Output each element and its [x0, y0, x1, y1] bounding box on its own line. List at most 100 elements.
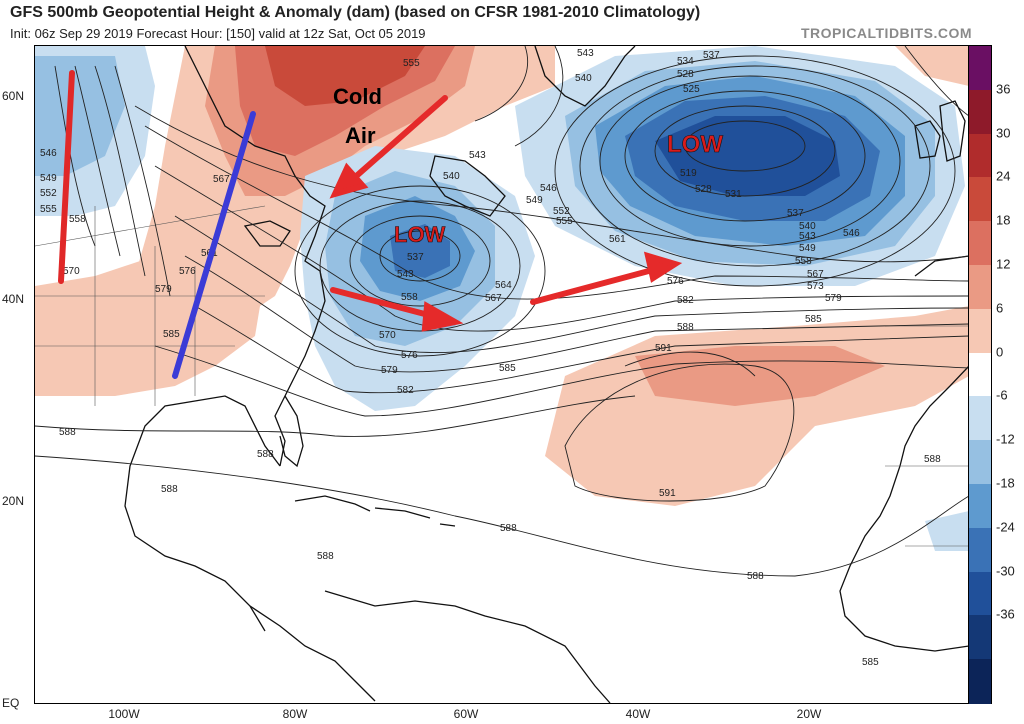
colorbar-tick-label: 12: [996, 256, 1011, 272]
colorbar-tick-label: 18: [996, 212, 1011, 228]
lon-label: 80W: [282, 707, 308, 721]
colorbar-tick-label: 0: [996, 344, 1004, 360]
contour-label: 582: [677, 295, 694, 306]
contour-labels: 543 555 540 537 534 528 525 546 549 552 …: [40, 48, 941, 668]
anomaly-shading: [35, 46, 969, 551]
colorbar-tick-label: -24: [996, 519, 1015, 535]
colorbar-tick-label: -30: [996, 563, 1015, 579]
contour-label: 588: [677, 322, 694, 333]
contour-label: 588: [161, 484, 178, 495]
colorbar-tick-label: -12: [996, 431, 1015, 447]
colorbar-segment: [969, 308, 991, 354]
contour-label: 567: [485, 293, 502, 304]
arrow-east-1: [330, 287, 464, 332]
contour-label: 588: [924, 454, 941, 465]
lon-label: 100W: [108, 707, 140, 721]
contour-label: 573: [807, 281, 824, 292]
cold-air-label: Air: [345, 123, 376, 148]
colorbar-segment: [969, 352, 991, 398]
lat-label: EQ: [2, 696, 20, 710]
contour-label: 588: [500, 523, 517, 534]
colorbar-tick-label: -6: [996, 387, 1008, 403]
anomaly-colorbar: [968, 45, 992, 704]
low-pressure-label: LOW: [667, 131, 723, 158]
colorbar-tick-label: 6: [996, 300, 1004, 316]
low-pressure-label: LOW: [394, 222, 446, 247]
contour-label: 537: [787, 208, 804, 219]
contour-label: 537: [407, 252, 424, 263]
height-contours: [35, 46, 969, 577]
arrow-east-2: [530, 251, 683, 305]
lon-label: 40W: [625, 707, 651, 721]
contour-label: 588: [747, 571, 764, 582]
contour-label: 555: [403, 58, 420, 69]
map-panel: 543 555 540 537 534 528 525 546 549 552 …: [34, 45, 970, 704]
colorbar-tick-label: -18: [996, 475, 1015, 491]
contour-label: 540: [575, 73, 592, 84]
contour-label: 549: [799, 243, 816, 254]
contour-label: 519: [680, 168, 697, 179]
brand-watermark: TROPICALTIDBITS.COM: [800, 25, 972, 41]
contour-label: 579: [155, 284, 172, 295]
contour-label: 534: [677, 56, 694, 67]
colorbar-segment: [969, 133, 991, 179]
contour-label: 543: [799, 231, 816, 242]
cool-anomaly-atlantic-core: [655, 116, 840, 196]
colorbar-segment: [969, 571, 991, 617]
lon-label: 20W: [796, 707, 822, 721]
contour-label: 543: [577, 48, 594, 59]
blue-trough-axis: [172, 111, 256, 379]
contour-label: 555: [556, 216, 573, 227]
contour-label: 531: [725, 189, 742, 200]
colorbar-segment: [969, 221, 991, 266]
lat-label: 40N: [2, 292, 25, 306]
contour-label: 540: [443, 171, 460, 182]
lon-label: 60W: [453, 707, 479, 721]
contour-label: 576: [667, 276, 684, 287]
colorbar-segment: [969, 484, 991, 529]
contour-label: 585: [805, 314, 822, 325]
warm-anomaly-max: [265, 46, 425, 106]
contour-label: 576: [401, 350, 418, 361]
map-canvas: 543 555 540 537 534 528 525 546 549 552 …: [35, 46, 969, 703]
lat-label: 60N: [2, 89, 25, 103]
contour-label: 582: [397, 385, 414, 396]
arrow-cold-air: [329, 95, 448, 199]
colorbar-tick-label: 30: [996, 125, 1011, 141]
colorbar-segment: [969, 615, 991, 661]
contour-label: 579: [381, 365, 398, 376]
contour-label: 558: [795, 256, 812, 267]
contour-label: 549: [526, 195, 543, 206]
colorbar-segment: [969, 46, 991, 91]
colorbar-segment: [969, 527, 991, 573]
contour-label: 528: [695, 184, 712, 195]
contour-label: 552: [553, 206, 570, 217]
contour-label: 570: [63, 266, 80, 277]
contour-label: 567: [807, 269, 824, 280]
contour-label: 540: [799, 221, 816, 232]
colorbar-segment: [969, 396, 991, 442]
contour-label: 525: [683, 84, 700, 95]
contour-label: 537: [703, 50, 720, 61]
contour-label: 528: [677, 69, 694, 80]
colorbar-segment: [969, 89, 991, 135]
annotations: Cold Air LOW LOW: [58, 70, 724, 379]
contour-label: 585: [499, 363, 516, 374]
contour-label: 588: [59, 427, 76, 438]
contour-label: 546: [540, 183, 557, 194]
colorbar-segment: [969, 659, 991, 704]
warm-anomaly-ridge: [545, 306, 969, 506]
contour-label: 543: [469, 150, 486, 161]
contour-label: 558: [401, 292, 418, 303]
contour-label: 549: [40, 173, 57, 184]
contour-label: 558: [69, 214, 86, 225]
contour-label: 567: [213, 174, 230, 185]
contour-label: 561: [609, 234, 626, 245]
contour-label: 552: [40, 188, 57, 199]
contour-label: 591: [655, 343, 672, 354]
contour-label: 591: [659, 488, 676, 499]
chart-subtitle: Init: 06z Sep 29 2019 Forecast Hour: [15…: [10, 26, 426, 41]
contour-label: 543: [397, 269, 414, 280]
colorbar-segment: [969, 265, 991, 310]
colorbar-tick-label: 24: [996, 168, 1011, 184]
